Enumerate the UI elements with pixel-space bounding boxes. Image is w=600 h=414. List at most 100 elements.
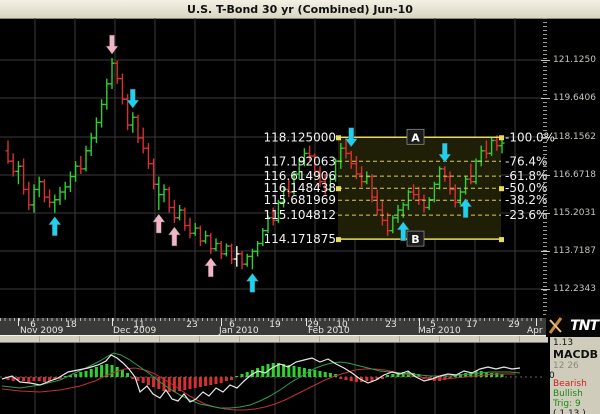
macd-histogram-bar	[458, 374, 462, 377]
ohlc-bar	[317, 166, 323, 187]
macd-histogram-bar	[157, 377, 161, 389]
macd-histogram-bar	[276, 363, 280, 377]
macd-histogram-bar	[89, 369, 93, 377]
macd-indicator-name[interactable]: MACDB	[553, 348, 599, 361]
fib-percent-label: -38.2%	[505, 193, 547, 207]
ohlc-bar	[161, 184, 167, 203]
ohlc-bar	[177, 204, 183, 221]
ohlc-bar	[265, 215, 271, 234]
main-price-chart[interactable]: 118.125000 -100.0% 117.192063 -76.4% 116.614…	[0, 18, 600, 318]
macd-histogram-bar	[74, 374, 78, 377]
macd-histogram-bar	[16, 377, 20, 380]
ohlc-bar	[62, 181, 68, 200]
fib-handle[interactable]	[336, 186, 341, 192]
ohlc-bar	[447, 171, 453, 195]
macd-histogram-bar	[32, 377, 36, 381]
price-axis-tick	[541, 289, 550, 290]
buy-signal-arrow-up[interactable]	[167, 226, 181, 247]
macd-histogram-bar	[183, 377, 187, 390]
ohlc-bar	[379, 199, 385, 226]
macd-histogram-bar	[240, 374, 244, 377]
macd-histogram-bar	[282, 364, 286, 377]
macd-histogram-bar	[323, 372, 327, 377]
ohlc-bar	[291, 171, 297, 195]
sell-signal-arrow-down[interactable]	[344, 127, 358, 148]
date-axis-day-label: 6	[229, 320, 235, 330]
macd-histogram-bar	[302, 368, 306, 377]
macd-histogram-bar	[63, 376, 67, 377]
ohlc-bar	[333, 158, 339, 182]
ohlc-bar	[145, 143, 151, 169]
macd-histogram-bar	[79, 372, 83, 377]
macd-histogram-bar	[84, 371, 88, 377]
macd-histogram-bar	[224, 377, 228, 381]
price-axis-ruler[interactable]	[543, 18, 547, 318]
macd-histogram-bar	[349, 377, 353, 381]
buy-signal-arrow-up[interactable]	[396, 221, 410, 242]
fib-handle[interactable]	[499, 237, 504, 243]
fib-percent-label: -23.6%	[505, 208, 547, 222]
ohlc-bar	[348, 150, 354, 169]
contract-title: U.S. T-Bond 30 yr (Combined) Jun-10	[187, 2, 413, 16]
macd-histogram-bar	[380, 377, 384, 379]
sell-signal-arrow-down[interactable]	[126, 88, 140, 109]
macd-histogram-bar	[365, 377, 369, 381]
macd-histogram-bar	[245, 372, 249, 377]
ohlc-bar	[499, 137, 505, 154]
price-axis-tick	[541, 175, 550, 176]
ohlc-bar	[416, 186, 422, 205]
macd-histogram-bar	[386, 375, 390, 377]
ohlc-bar	[109, 58, 115, 89]
macd-histogram-bar	[172, 377, 176, 392]
buy-signal-arrow-up[interactable]	[204, 257, 218, 278]
ohlc-bar	[296, 158, 302, 180]
macd-histogram-bar	[27, 377, 31, 382]
buy-signal-arrow-up[interactable]	[245, 272, 259, 293]
ohlc-bar	[182, 207, 188, 231]
fib-endpoint-label: B	[411, 233, 419, 246]
ohlc-bar	[223, 243, 229, 257]
macd-histogram-bar	[6, 377, 10, 380]
ohlc-bar	[312, 153, 318, 177]
macd-histogram-bar	[68, 375, 72, 377]
macd-histogram-bar	[152, 377, 156, 387]
macd-info-panel: 1.13 MACDB 12 26 Bearish Bullish Trig: 9…	[548, 335, 600, 414]
macd-histogram-bar	[391, 374, 395, 377]
macd-histogram-bar	[250, 370, 254, 377]
macd-histogram-bar	[271, 363, 275, 377]
macd-indicator-chart[interactable]	[0, 343, 600, 414]
fib-endpoint-box[interactable]	[406, 230, 425, 247]
sell-signal-arrow-down[interactable]	[105, 34, 119, 55]
fib-handle[interactable]	[336, 237, 341, 243]
month-tick	[112, 318, 113, 326]
date-axis[interactable]: 6 18 11 23 6 19 29 10 23 5 17 29 Nov 2009 Dec 2009 Jan…	[0, 318, 600, 336]
buy-signal-arrow-up[interactable]	[459, 198, 473, 218]
date-axis-minor-ticks	[0, 318, 545, 321]
ohlc-bar	[249, 248, 255, 270]
price-axis-label: 116.6718	[553, 170, 596, 180]
ohlc-bar	[10, 153, 16, 177]
sell-signal-arrow-down[interactable]	[438, 143, 452, 163]
ohlc-bar	[353, 155, 359, 180]
fib-handle[interactable]	[499, 186, 504, 192]
price-axis-label: 121.1250	[553, 55, 596, 65]
ohlc-bar	[125, 94, 131, 131]
price-axis-tick	[541, 60, 550, 61]
macd-histogram-bar	[287, 365, 291, 377]
macd-histogram-bar	[37, 377, 41, 381]
macd-histogram-bar	[141, 377, 145, 383]
date-axis-day-label: 17	[466, 320, 478, 330]
buy-signal-arrow-up[interactable]	[48, 216, 62, 236]
ohlc-bar	[327, 176, 333, 193]
macd-histogram-bar	[474, 371, 478, 377]
fib-endpoint-box[interactable]	[406, 128, 425, 145]
ohlc-bar	[208, 233, 214, 254]
pane-splitter-handle[interactable]	[0, 335, 600, 343]
macd-histogram-bar	[354, 377, 358, 382]
buy-signal-arrow-up[interactable]	[152, 213, 166, 234]
macd-histogram-bar	[230, 377, 234, 380]
ohlc-bar	[187, 217, 193, 239]
date-axis-day-label: 23	[385, 320, 397, 330]
fib-handle[interactable]	[336, 135, 341, 141]
fib-handle[interactable]	[499, 135, 504, 141]
